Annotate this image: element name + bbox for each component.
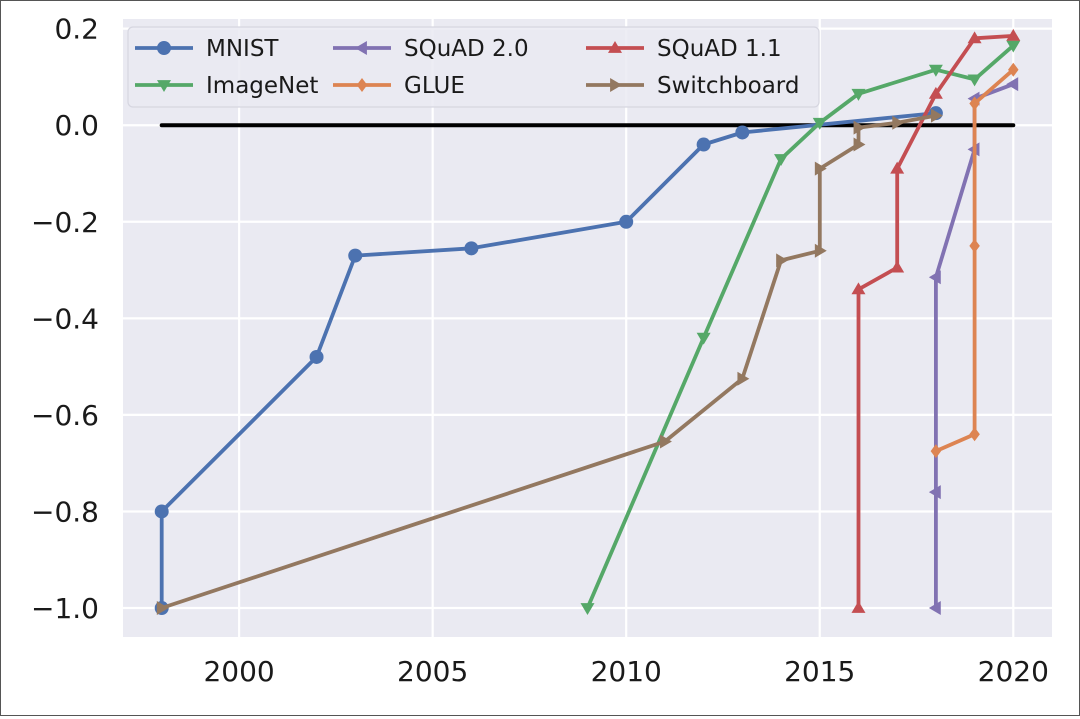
legend-marker	[610, 78, 622, 92]
data-point-squad-2-0	[928, 601, 941, 616]
x-tick-label: 2005	[397, 655, 468, 688]
series-lines	[154, 28, 1021, 616]
data-point-glue	[969, 96, 980, 111]
data-point-imagenet	[580, 603, 595, 616]
y-tick-label: 0.2	[54, 13, 99, 46]
y-tick-label: −0.2	[31, 206, 99, 239]
data-point-mnist	[348, 248, 363, 263]
data-point-squad-2-0	[1006, 77, 1019, 92]
data-point-switchboard	[814, 161, 827, 176]
data-point-squad-1-1	[890, 161, 905, 174]
x-tick-label: 2000	[203, 655, 274, 688]
legend-marker	[608, 41, 622, 53]
legend-box	[127, 26, 820, 108]
legend-item-squad-1-1: SQuAD 1.1	[586, 36, 782, 62]
data-point-squad-2-0	[928, 485, 941, 500]
legend-marker	[356, 78, 368, 92]
y-tick-label: −0.6	[31, 399, 99, 432]
data-point-mnist	[464, 241, 479, 256]
data-point-squad-1-1	[1006, 28, 1021, 41]
series-imagenet	[580, 40, 1021, 616]
y-tick-label: −0.4	[31, 302, 99, 335]
data-point-squad-1-1	[851, 601, 866, 613]
data-point-squad-2-0	[928, 270, 941, 285]
series-glue	[930, 62, 1019, 459]
data-point-switchboard	[814, 243, 827, 258]
y-axis-tick-labels: 0.2 0.0 −0.2 −0.4 −0.6 −0.8 −1.0	[31, 13, 99, 625]
data-point-imagenet	[851, 88, 866, 101]
data-point-imagenet	[967, 74, 982, 87]
legend-item-imagenet: ImageNet	[135, 73, 318, 99]
data-point-switchboard	[737, 371, 750, 386]
y-tick-label: 0.0	[54, 109, 99, 142]
data-point-switchboard	[930, 108, 943, 123]
data-point-switchboard	[156, 601, 169, 616]
data-point-switchboard	[853, 120, 866, 135]
legend-label: SQuAD 2.0	[404, 36, 529, 62]
series-squad-1-1	[851, 28, 1021, 613]
series-line-imagenet	[585, 43, 1016, 610]
legend: MNIST ImageNet SQuAD 2.0 GLUE SQuAD 1.1 Switc…	[127, 26, 820, 108]
data-point-glue	[930, 444, 942, 459]
data-point-glue	[969, 427, 980, 442]
data-point-switchboard	[892, 115, 905, 130]
y-tick-label: −1.0	[31, 592, 99, 625]
data-point-squad-1-1	[928, 86, 943, 99]
data-point-imagenet	[812, 117, 827, 130]
legend-item-switchboard: Switchboard	[586, 73, 799, 99]
x-tick-label: 2015	[784, 655, 855, 688]
legend-item-glue: GLUE	[333, 73, 465, 99]
plot-area	[123, 19, 1052, 637]
series-line-switchboard	[159, 113, 938, 610]
x-tick-label: 2020	[978, 655, 1049, 688]
legend-item-mnist: MNIST	[135, 36, 279, 62]
data-point-switchboard	[776, 253, 789, 268]
legend-label: MNIST	[206, 36, 279, 62]
x-tick-label: 2010	[591, 655, 662, 688]
data-point-imagenet	[774, 154, 789, 167]
legend-marker	[157, 80, 171, 92]
data-point-mnist	[619, 214, 634, 229]
data-point-imagenet	[696, 332, 711, 345]
x-axis-tick-labels: 2000 2005 2010 2015 2020	[203, 655, 1048, 688]
legend-item-squad-2-0: SQuAD 2.0	[333, 36, 529, 62]
data-point-switchboard	[660, 434, 672, 449]
legend-label: GLUE	[404, 73, 465, 99]
y-tick-label: −0.8	[31, 495, 99, 528]
legend-label: SQuAD 1.1	[657, 36, 782, 62]
data-point-mnist	[154, 504, 169, 519]
legend-marker	[355, 41, 367, 55]
data-point-glue	[1008, 62, 1019, 77]
legend-label: ImageNet	[206, 73, 318, 99]
data-point-mnist	[309, 349, 324, 364]
data-point-squad-1-1	[967, 31, 982, 44]
data-point-squad-1-1	[851, 282, 866, 295]
data-point-squad-1-1	[890, 260, 905, 273]
legend-label: Switchboard	[657, 73, 799, 99]
data-point-imagenet	[928, 64, 943, 77]
series-switchboard	[156, 108, 943, 616]
legend-marker	[157, 41, 171, 55]
data-point-glue	[969, 238, 980, 253]
data-point-mnist	[735, 125, 750, 140]
data-point-switchboard	[853, 137, 866, 152]
data-point-imagenet	[1006, 40, 1021, 53]
data-point-mnist	[696, 137, 711, 152]
